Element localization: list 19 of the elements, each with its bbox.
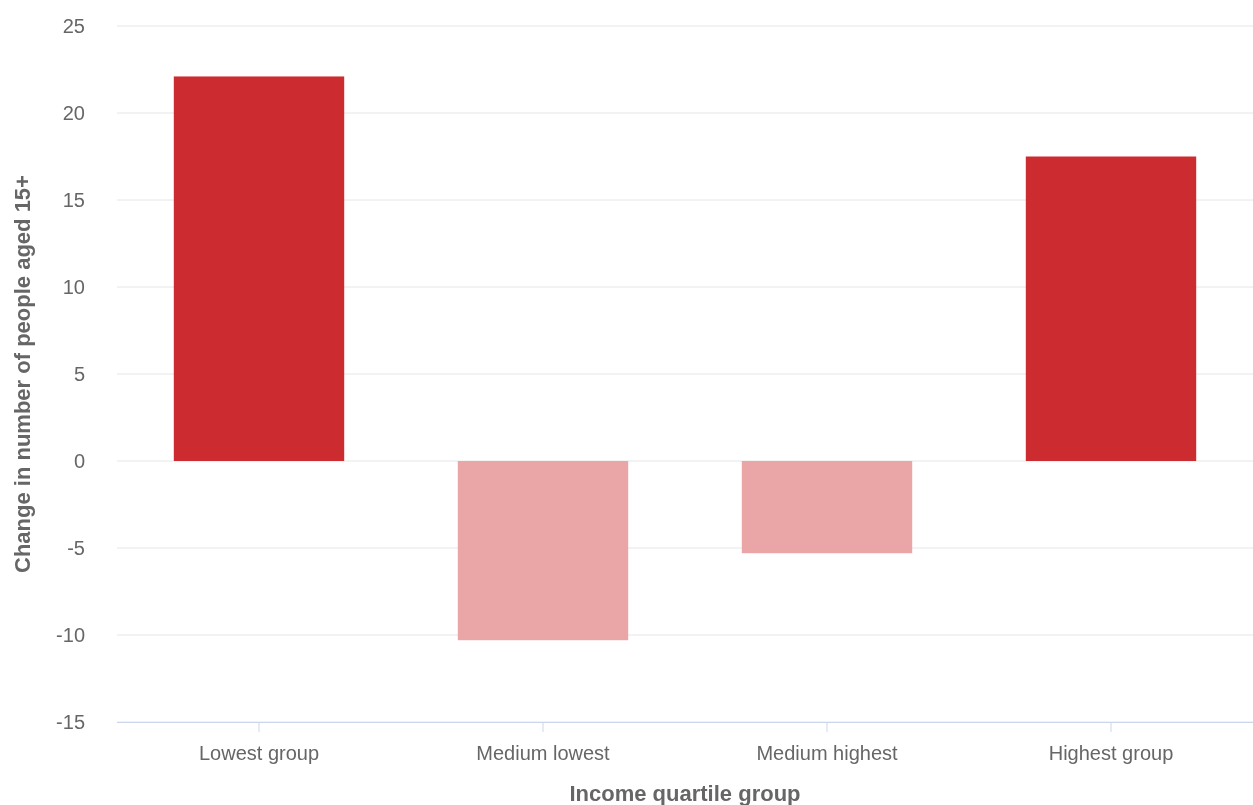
y-axis-title: Change in number of people aged 15+ [10, 175, 35, 573]
y-tick-label: -15 [56, 711, 85, 733]
bar [457, 461, 629, 641]
y-tick-label: -5 [67, 537, 85, 559]
x-tick-label: Medium highest [756, 742, 899, 764]
bar [741, 461, 913, 554]
y-tick-label: -10 [56, 624, 85, 646]
x-tick-label: Lowest group [198, 742, 320, 764]
x-tick-label: Medium lowest [476, 742, 611, 764]
y-tick-label: 5 [73, 363, 85, 385]
y-tick-label: 25 [62, 15, 85, 37]
y-tick-label: 10 [62, 276, 85, 298]
bar [173, 76, 345, 461]
y-tick-label: 0 [73, 450, 85, 472]
bar [1025, 156, 1197, 461]
y-tick-label: 15 [62, 189, 85, 211]
x-tick-label: Highest group [1048, 742, 1174, 764]
x-axis-title: Income quartile group [569, 781, 801, 805]
y-tick-label: 20 [62, 102, 85, 124]
